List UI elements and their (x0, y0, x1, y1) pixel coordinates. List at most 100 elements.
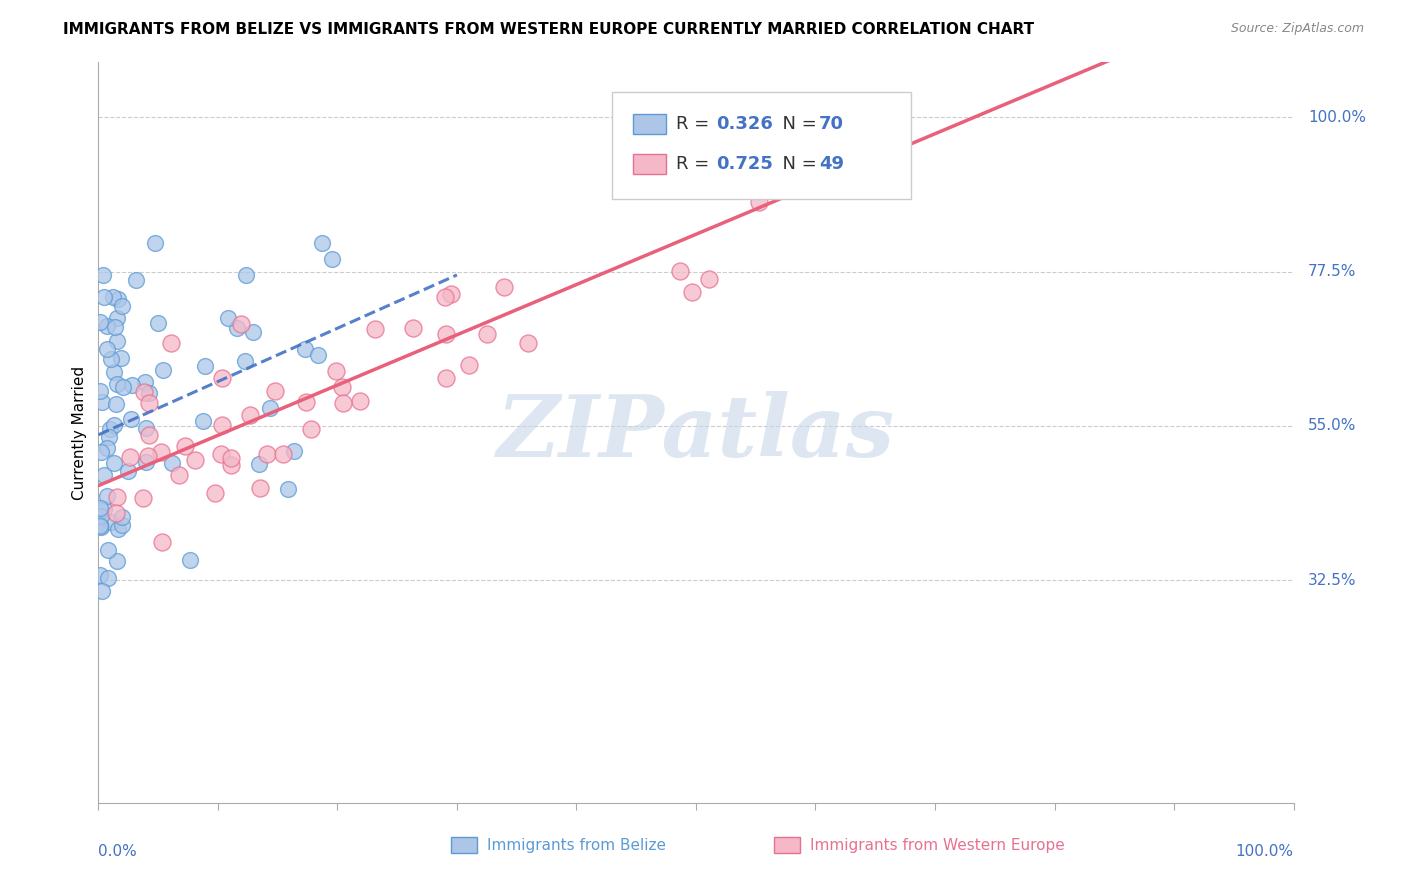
Point (103, 456, 125, 470)
Text: 70: 70 (820, 115, 844, 133)
Text: 100.0%: 100.0% (1236, 844, 1294, 858)
Point (135, 455, 157, 469)
FancyBboxPatch shape (773, 837, 800, 853)
Point (295, 394, 318, 409)
Point (332, 395, 354, 409)
Point (105, 396, 128, 410)
Point (433, 290, 456, 304)
Point (321, 252, 343, 267)
Point (105, 506, 128, 520)
Point (748, 195, 770, 210)
Point (160, 455, 183, 469)
Point (121, 378, 143, 392)
Point (179, 552, 201, 566)
Point (125, 273, 148, 287)
Point (138, 396, 160, 410)
Point (148, 316, 170, 330)
Point (219, 450, 242, 465)
Point (150, 445, 173, 459)
Point (173, 439, 195, 453)
Text: 77.5%: 77.5% (1308, 264, 1357, 279)
Point (211, 417, 233, 432)
Point (219, 458, 242, 473)
Point (242, 326, 264, 340)
Point (697, 272, 720, 286)
Point (105, 334, 128, 349)
Point (277, 483, 299, 497)
Text: Immigrants from Belize: Immigrants from Belize (486, 838, 666, 854)
Point (311, 236, 333, 251)
Point (89, 518, 111, 533)
Point (434, 327, 457, 342)
Point (98, 430, 121, 444)
Point (307, 348, 329, 362)
Y-axis label: Currently Married: Currently Married (72, 366, 87, 500)
Point (681, 285, 703, 300)
Point (209, 447, 232, 461)
Text: N =: N = (772, 155, 823, 173)
Point (325, 363, 347, 377)
Point (135, 421, 157, 435)
Point (440, 287, 463, 301)
Text: ZIPatlas: ZIPatlas (496, 391, 896, 475)
Point (150, 535, 173, 549)
Point (256, 447, 278, 461)
Point (229, 317, 252, 331)
Point (100, 422, 122, 436)
Point (138, 385, 160, 400)
Point (349, 393, 371, 408)
Point (105, 376, 128, 391)
Point (283, 444, 305, 458)
Point (89, 568, 111, 582)
Point (259, 401, 281, 415)
Point (271, 447, 294, 461)
Text: 0.326: 0.326 (716, 115, 773, 133)
Point (90, 395, 112, 409)
Text: R =: R = (676, 155, 714, 173)
Point (111, 299, 134, 313)
Point (90, 508, 112, 523)
Point (90, 445, 112, 459)
Point (96, 318, 118, 333)
Text: 0.725: 0.725 (716, 155, 773, 173)
Point (402, 321, 425, 335)
Point (103, 365, 125, 379)
Point (517, 336, 540, 351)
Point (101, 290, 124, 304)
Point (264, 384, 287, 398)
Point (89, 501, 111, 516)
Text: 55.0%: 55.0% (1308, 418, 1357, 434)
Point (97, 571, 120, 585)
Text: Source: ZipAtlas.com: Source: ZipAtlas.com (1230, 22, 1364, 36)
Text: R =: R = (676, 115, 714, 133)
Text: 100.0%: 100.0% (1308, 110, 1365, 125)
Point (731, 166, 754, 180)
Point (105, 311, 128, 326)
Point (294, 343, 316, 357)
Point (160, 335, 183, 350)
Point (110, 351, 132, 366)
Point (194, 359, 217, 374)
FancyBboxPatch shape (633, 153, 666, 174)
Text: 32.5%: 32.5% (1308, 573, 1357, 588)
Point (96, 441, 118, 455)
Point (132, 491, 155, 505)
Point (225, 320, 247, 334)
Point (105, 554, 128, 568)
Point (96, 489, 118, 503)
Point (193, 414, 215, 428)
Point (93, 502, 115, 516)
Point (731, 160, 754, 174)
Point (184, 453, 207, 467)
Point (132, 385, 155, 400)
Point (457, 358, 479, 372)
Point (143, 236, 166, 251)
Point (100, 352, 122, 367)
Point (363, 321, 385, 335)
Point (97, 543, 120, 558)
Point (111, 518, 134, 533)
Point (103, 418, 125, 433)
Point (107, 292, 129, 306)
Point (249, 481, 271, 495)
Point (105, 490, 128, 504)
